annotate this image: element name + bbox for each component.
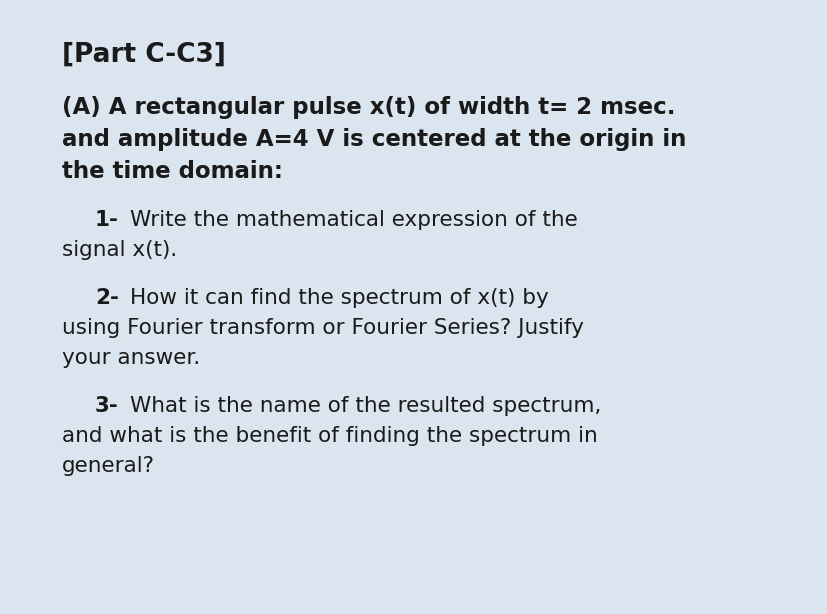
Text: the time domain:: the time domain: <box>62 160 283 183</box>
Text: 1-: 1- <box>95 210 119 230</box>
Text: What is the name of the resulted spectrum,: What is the name of the resulted spectru… <box>130 396 600 416</box>
Text: and what is the benefit of finding the spectrum in: and what is the benefit of finding the s… <box>62 426 597 446</box>
Text: Write the mathematical expression of the: Write the mathematical expression of the <box>130 210 577 230</box>
Text: general?: general? <box>62 456 155 476</box>
Text: and amplitude A=4 V is centered at the origin in: and amplitude A=4 V is centered at the o… <box>62 128 686 151</box>
Text: signal x(t).: signal x(t). <box>62 240 177 260</box>
Text: 2-: 2- <box>95 288 119 308</box>
Text: [Part C-C3]: [Part C-C3] <box>62 42 226 68</box>
Text: (A) A rectangular pulse x(t) of width t= 2 msec.: (A) A rectangular pulse x(t) of width t=… <box>62 96 675 119</box>
Text: 3-: 3- <box>95 396 118 416</box>
Text: How it can find the spectrum of x(t) by: How it can find the spectrum of x(t) by <box>130 288 548 308</box>
Text: using Fourier transform or Fourier Series? Justify: using Fourier transform or Fourier Serie… <box>62 318 583 338</box>
Text: your answer.: your answer. <box>62 348 200 368</box>
